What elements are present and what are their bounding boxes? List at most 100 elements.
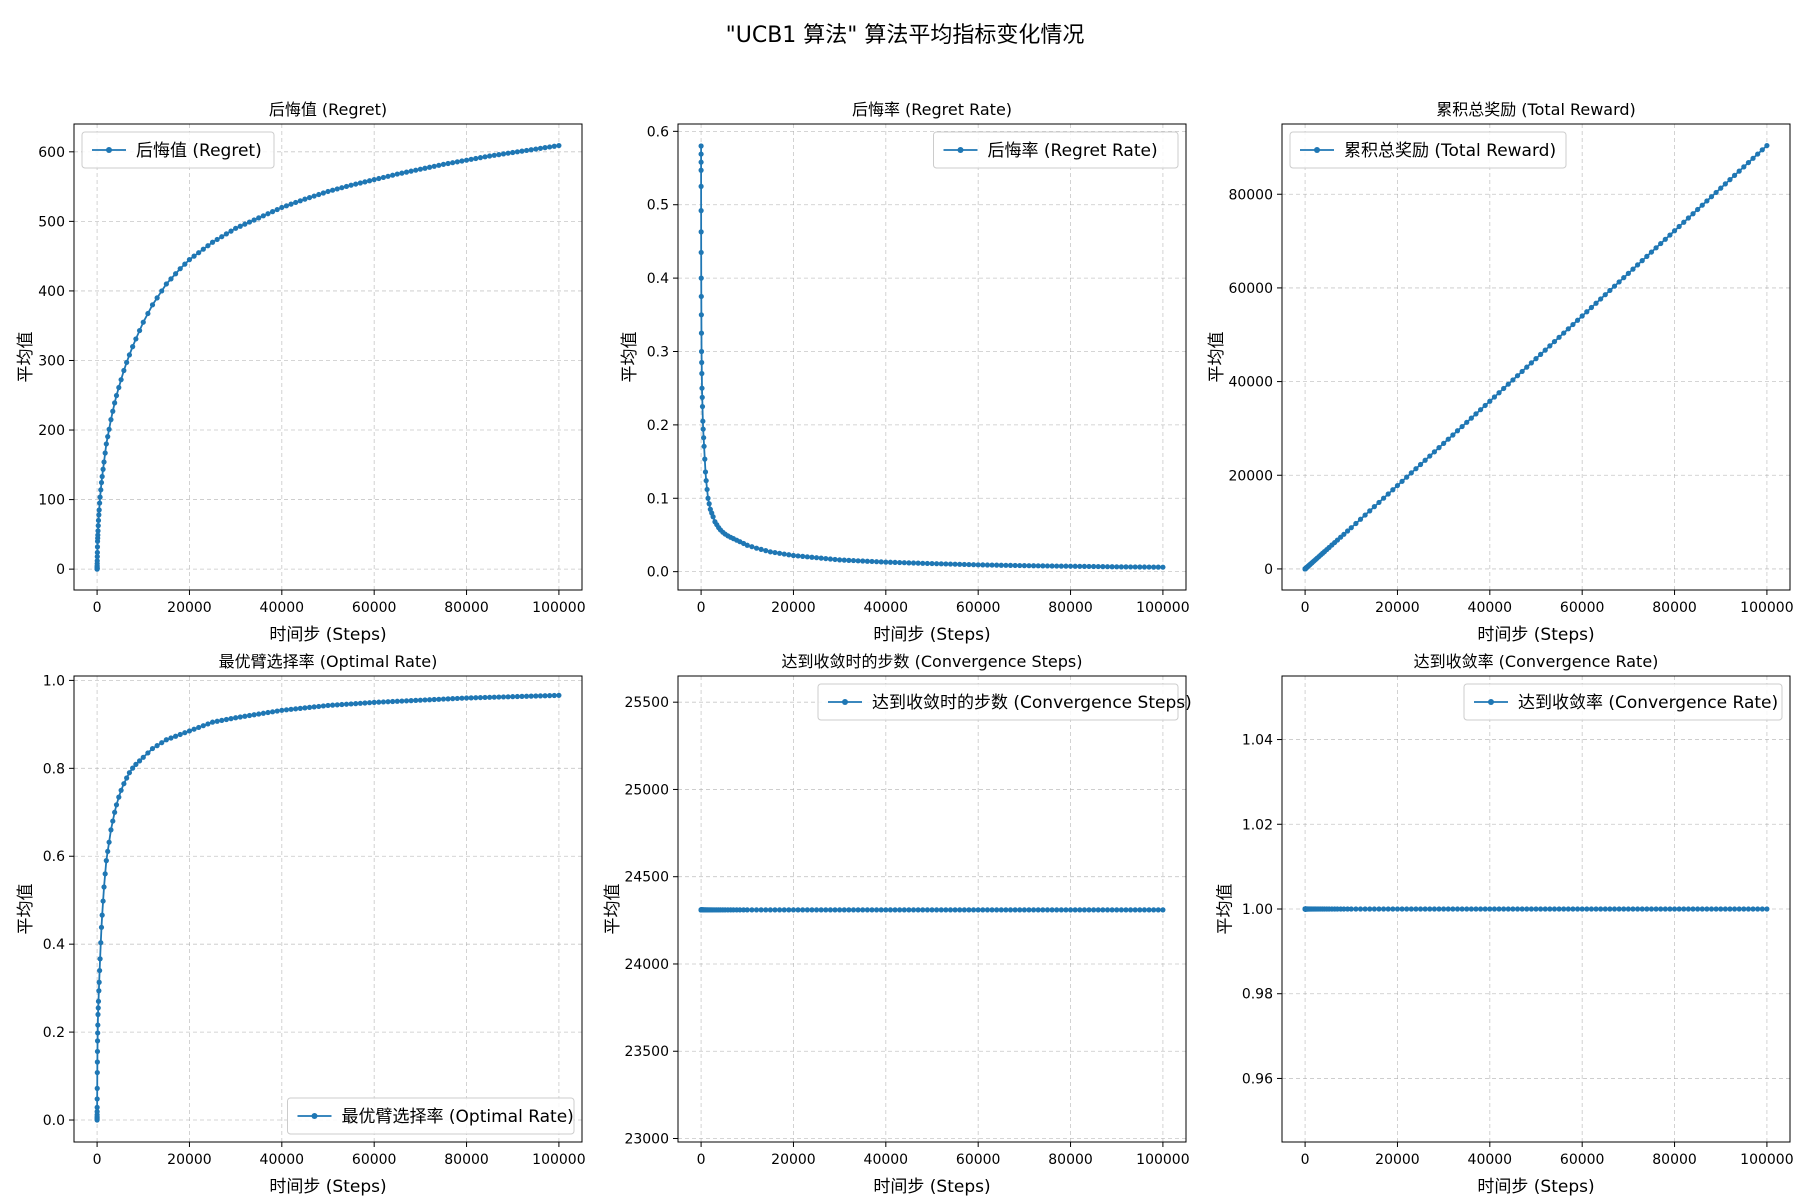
data-point	[265, 709, 271, 716]
data-point	[537, 693, 544, 699]
data-point	[380, 699, 387, 705]
data-point	[698, 151, 704, 157]
y-tick-label: 0.0	[647, 565, 669, 581]
data-point	[1141, 564, 1148, 570]
data-point	[371, 699, 377, 705]
data-point	[1431, 449, 1437, 455]
data-point	[1681, 906, 1687, 912]
series-line	[96, 144, 560, 570]
data-point	[505, 150, 511, 156]
data-point	[477, 155, 483, 161]
data-point	[196, 250, 202, 256]
data-point	[1524, 364, 1530, 370]
x-tick-label: 20000	[1375, 600, 1420, 616]
data-point	[1491, 394, 1498, 400]
data-point	[1367, 906, 1373, 912]
data-point	[1441, 906, 1447, 912]
data-point	[302, 196, 308, 202]
legend-box	[1289, 131, 1567, 169]
data-point	[832, 556, 838, 563]
data-point	[1003, 562, 1009, 568]
data-point	[94, 554, 100, 560]
data-point	[855, 558, 861, 564]
data-point	[124, 359, 130, 366]
data-point	[177, 266, 183, 272]
data-point	[343, 701, 350, 707]
data-point	[1427, 906, 1433, 912]
data-point	[832, 907, 838, 913]
data-point	[753, 545, 760, 551]
y-axis-label: 平均值	[16, 332, 36, 383]
data-point	[353, 181, 359, 187]
subplot-title: 最优臂选择率 (Optimal Rate)	[219, 652, 438, 671]
data-point	[293, 706, 299, 712]
data-point	[1095, 563, 1101, 570]
data-point	[463, 157, 470, 163]
data-point	[103, 858, 109, 864]
data-point	[168, 276, 174, 282]
data-point	[1040, 907, 1046, 913]
data-point	[1588, 906, 1595, 912]
data-point	[966, 561, 972, 568]
data-point	[1086, 907, 1092, 913]
data-point	[214, 718, 220, 724]
data-point	[1021, 907, 1027, 913]
data-point	[1519, 906, 1525, 912]
data-point	[901, 907, 907, 913]
data-point	[191, 253, 197, 259]
y-tick-label: 0.4	[647, 271, 669, 287]
y-tick-label: 25000	[624, 782, 669, 798]
data-point	[94, 544, 101, 550]
data-point	[528, 693, 534, 699]
data-point	[1044, 907, 1051, 913]
data-point	[269, 209, 276, 215]
data-point	[348, 182, 354, 188]
legend: 后悔值 (Regret)	[81, 131, 275, 169]
data-point	[781, 551, 787, 557]
data-point	[906, 907, 912, 913]
data-point	[827, 907, 834, 913]
data-point	[1385, 491, 1391, 497]
axes-frame	[1281, 123, 1791, 591]
data-point	[1635, 906, 1641, 912]
legend-box	[933, 131, 1179, 169]
data-point	[1528, 360, 1534, 366]
data-point	[357, 700, 363, 706]
y-tick-label: 1.02	[1242, 817, 1273, 833]
data-point	[1681, 219, 1687, 225]
x-tick-label: 80000	[1048, 600, 1093, 616]
data-point	[1109, 564, 1115, 570]
data-point	[473, 695, 479, 701]
data-point	[749, 544, 755, 550]
data-point	[1072, 907, 1078, 913]
data-point	[1357, 516, 1364, 522]
x-axis-label: 时间步 (Steps)	[269, 1177, 386, 1197]
data-point	[929, 560, 935, 567]
data-point	[1390, 906, 1396, 912]
data-point	[98, 487, 104, 493]
data-point	[994, 562, 1000, 568]
data-point	[1040, 563, 1046, 569]
y-tick-label: 24000	[624, 957, 669, 973]
data-point	[487, 694, 493, 700]
x-tick-label: 60000	[1560, 600, 1605, 616]
data-point	[698, 348, 705, 355]
data-point	[1625, 906, 1631, 912]
data-point	[1556, 334, 1562, 340]
y-tick-label: 1.00	[1242, 902, 1273, 918]
data-point	[1137, 564, 1143, 570]
x-tick-label: 0	[1301, 1152, 1310, 1168]
subplot-4: 0 20000 40000 60000 80000 100000 0.0 0.2 0.4 0.6 0…	[16, 652, 586, 1197]
data-point	[473, 155, 479, 162]
data-point	[1367, 508, 1373, 514]
legend: 最优臂选择率 (Optimal Rate)	[287, 1097, 575, 1135]
data-point	[1727, 906, 1733, 912]
data-point	[173, 733, 179, 739]
data-point	[763, 907, 769, 913]
data-point	[777, 907, 783, 913]
data-point	[362, 179, 368, 185]
data-point	[454, 695, 460, 702]
data-point	[96, 979, 102, 985]
data-point	[95, 532, 101, 538]
y-tick-label: 23500	[624, 1044, 669, 1060]
